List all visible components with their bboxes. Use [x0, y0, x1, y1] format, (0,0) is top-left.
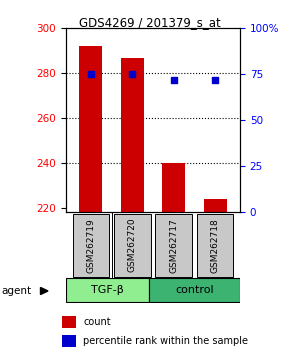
Text: GSM262719: GSM262719: [86, 218, 95, 273]
Polygon shape: [40, 287, 48, 295]
Text: agent: agent: [2, 286, 31, 296]
Bar: [149, 278, 240, 302]
Bar: [114, 214, 151, 277]
Bar: [162, 163, 185, 212]
Text: percentile rank within the sample: percentile rank within the sample: [83, 336, 248, 346]
Text: GSM262717: GSM262717: [169, 218, 178, 273]
Text: GSM262718: GSM262718: [211, 218, 220, 273]
Point: [130, 72, 135, 77]
Bar: [197, 214, 233, 277]
Bar: [62, 316, 76, 328]
Bar: [66, 278, 149, 302]
Text: GSM262720: GSM262720: [128, 218, 137, 273]
Point: [88, 72, 93, 77]
Text: TGF-β: TGF-β: [91, 285, 124, 295]
Bar: [73, 214, 109, 277]
Bar: [204, 199, 226, 212]
Bar: [121, 57, 144, 212]
Text: control: control: [175, 285, 214, 295]
Point: [171, 77, 176, 83]
Point: [213, 77, 218, 83]
Text: count: count: [83, 317, 111, 327]
Bar: [62, 335, 76, 347]
Text: GDS4269 / 201379_s_at: GDS4269 / 201379_s_at: [79, 16, 221, 29]
Bar: [80, 46, 102, 212]
Bar: [155, 214, 192, 277]
